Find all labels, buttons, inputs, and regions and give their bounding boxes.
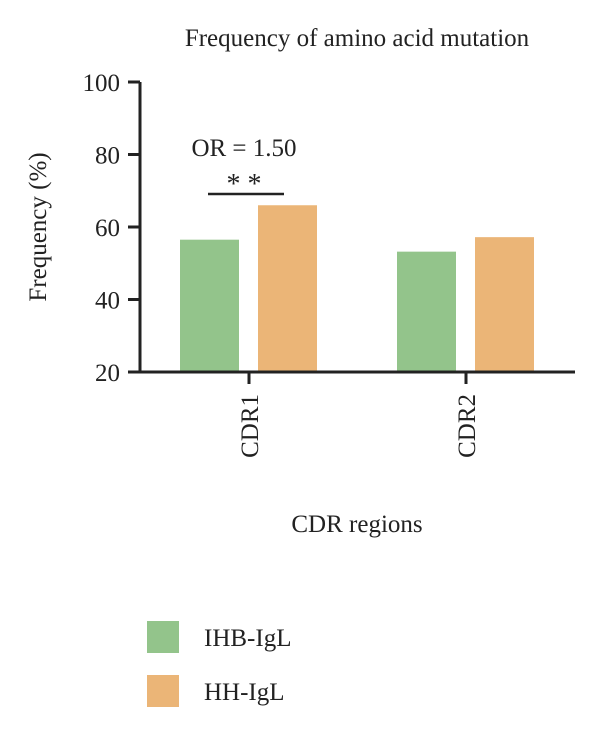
x-tick-label-cdr2: CDR2: [454, 394, 481, 458]
significance-stars: * *: [227, 169, 262, 200]
legend-swatch-ihb-igl: [147, 621, 179, 653]
y-tick-label: 100: [83, 70, 121, 97]
y-tick-label: 20: [95, 360, 120, 387]
significance-annotation: OR = 1.50 * *: [191, 135, 296, 200]
legend-swatch-hh-igl: [147, 675, 179, 707]
y-axis-ticks: 20 40 60 80 100: [83, 70, 140, 387]
legend-label-hh-igl: HH-IgL: [204, 679, 285, 706]
bar-cdr2-ihb-igl: [397, 251, 456, 372]
chart-title: Frequency of amino acid mutation: [185, 25, 530, 52]
y-tick-label: 60: [95, 215, 120, 242]
legend: IHB-IgL HH-IgL: [147, 621, 291, 707]
y-tick-label: 40: [95, 288, 120, 315]
bars: [180, 205, 534, 372]
x-tick-label-cdr1: CDR1: [237, 394, 264, 458]
bar-cdr2-hh-igl: [475, 237, 534, 372]
y-axis-label: Frequency (%): [25, 152, 52, 301]
bar-cdr1-hh-igl: [258, 205, 317, 372]
x-axis-ticks: CDR1 CDR2: [237, 372, 481, 458]
odds-ratio-label: OR = 1.50: [191, 135, 296, 162]
x-axis-label: CDR regions: [291, 511, 422, 538]
legend-label-ihb-igl: IHB-IgL: [204, 625, 291, 652]
y-tick-label: 80: [95, 143, 120, 170]
bar-cdr1-ihb-igl: [180, 239, 239, 372]
